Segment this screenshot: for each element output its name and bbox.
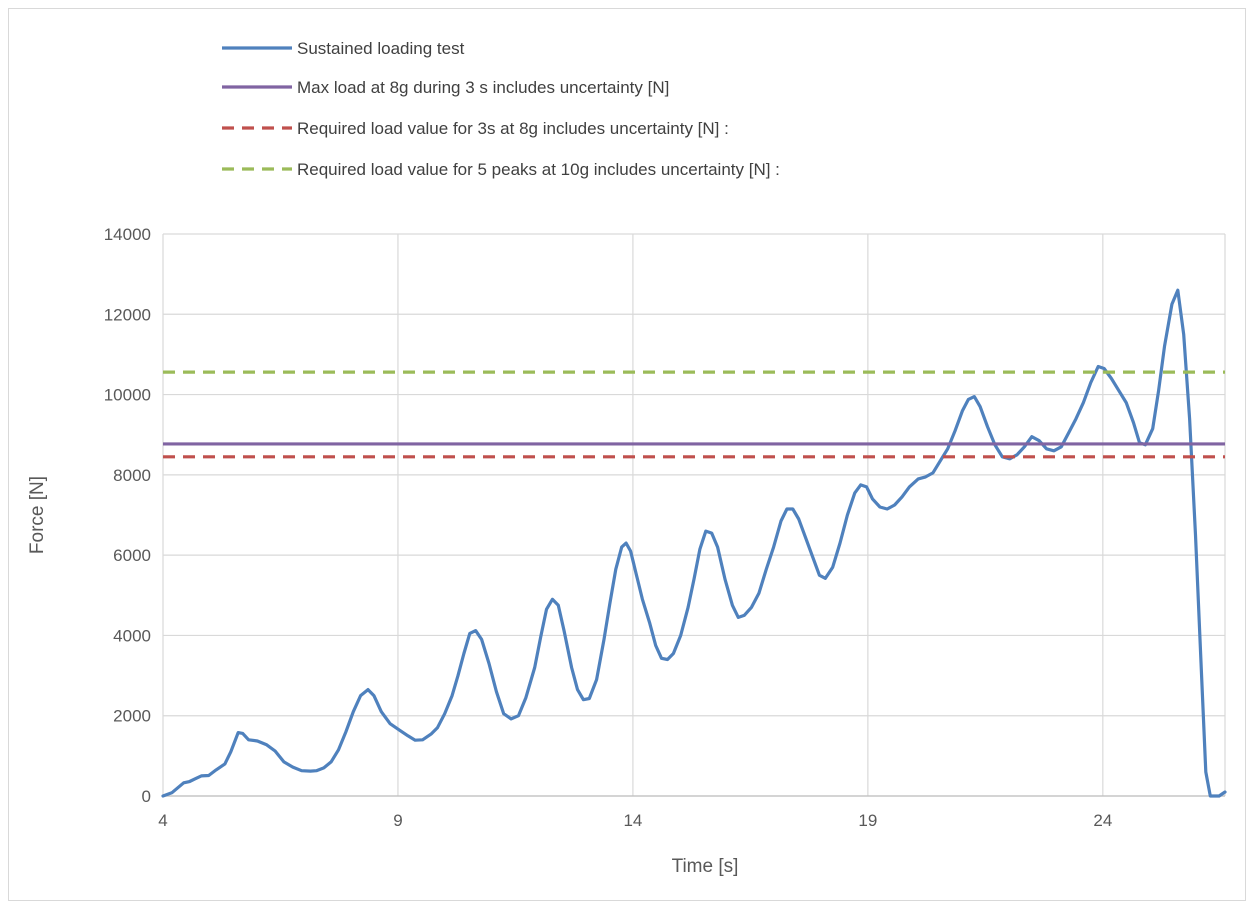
legend-label-2: Required load value for 3s at 8g include… [297,119,729,138]
series-line-0 [161,288,1227,798]
legend-label-0: Sustained loading test [297,39,465,58]
y-tick-label: 14000 [104,225,151,244]
x-tick-label: 4 [158,811,167,830]
x-tick-label: 24 [1093,811,1112,830]
y-tick-labels: 0 2000 4000 6000 8000 10000 12000 14000 [104,225,151,806]
x-tick-label: 14 [623,811,642,830]
chart-frame [8,8,1246,901]
y-tick-label: 8000 [113,466,151,485]
x-tick-label: 19 [858,811,877,830]
x-tick-labels: 4 9 14 19 24 [158,811,1112,830]
y-tick-label: 4000 [113,626,151,645]
y-axis-title: Force [N] [27,476,48,554]
x-axis-title: Time [s] [672,856,739,877]
legend: Sustained loading test Max load at 8g dur… [222,39,780,179]
plot-area [161,288,1227,798]
y-tick-label: 12000 [104,305,151,324]
legend-label-3: Required load value for 5 peaks at 10g i… [297,160,780,179]
y-tick-label: 6000 [113,546,151,565]
grid [162,233,1226,797]
legend-label-1: Max load at 8g during 3 s includes uncer… [297,78,669,97]
y-tick-label: 0 [142,787,151,806]
y-tick-label: 10000 [104,386,151,405]
x-tick-label: 9 [393,811,402,830]
y-tick-label: 2000 [113,707,151,726]
